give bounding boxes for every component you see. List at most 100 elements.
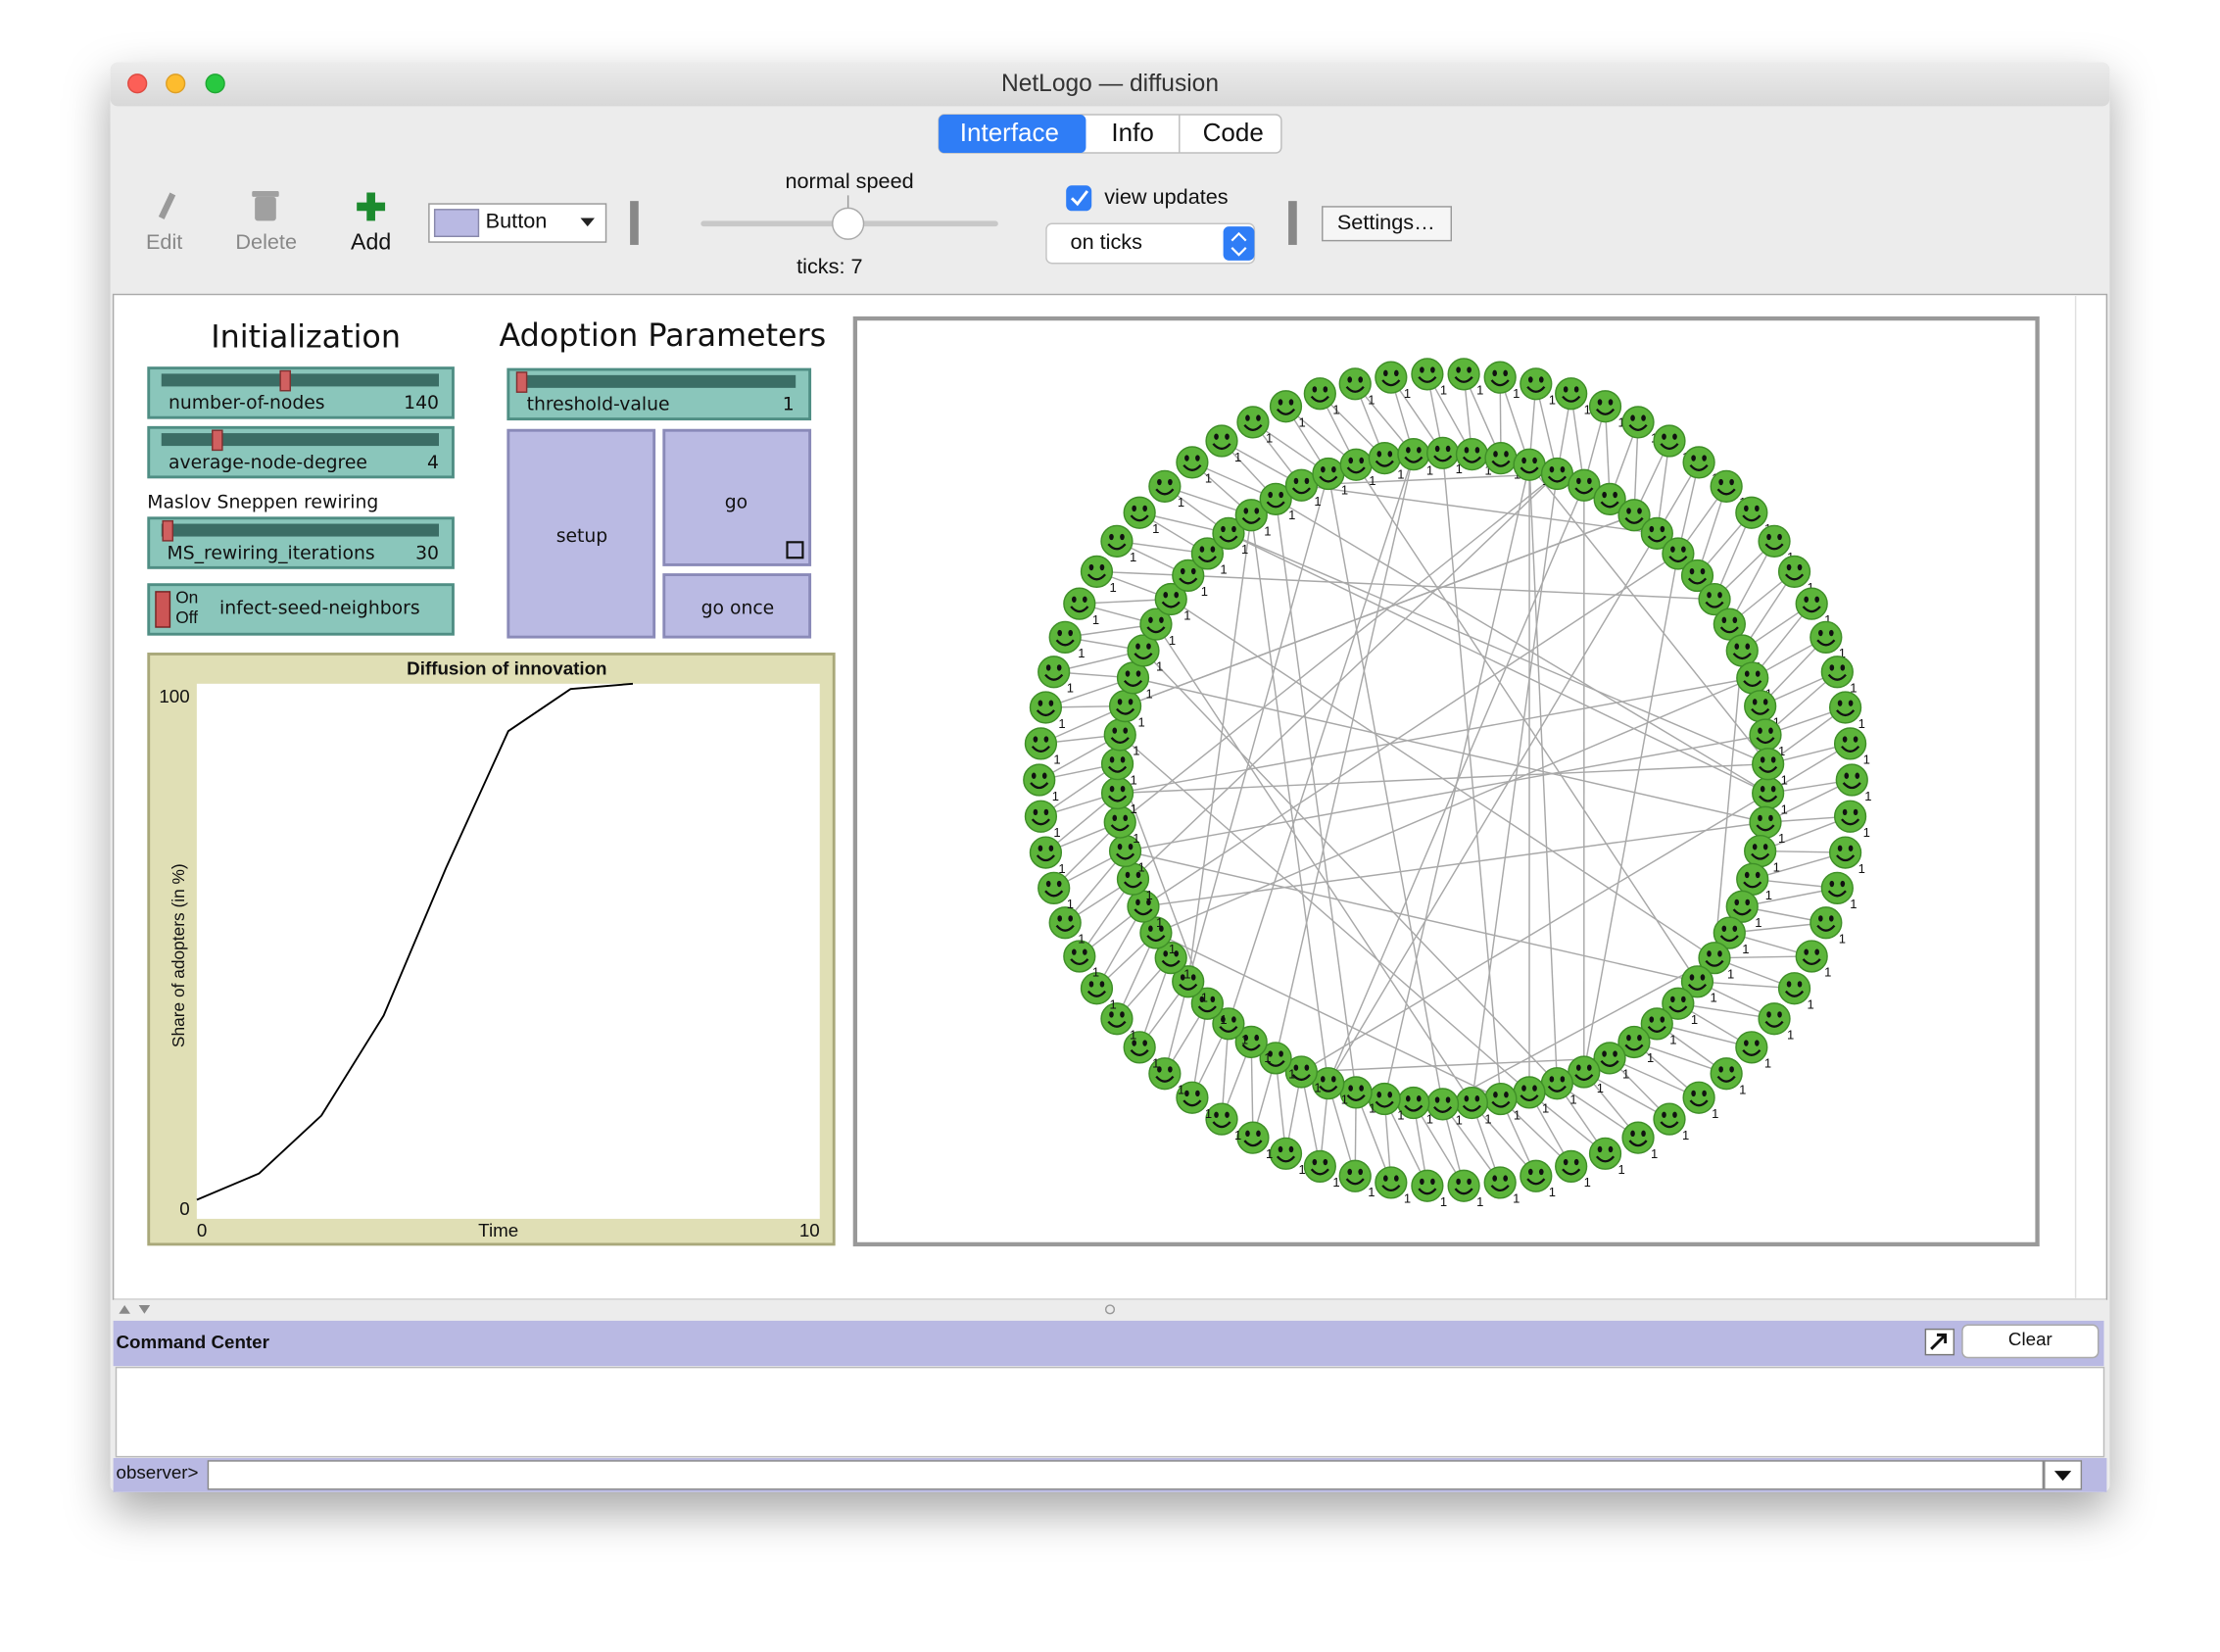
splitter-grip (1104, 1304, 1116, 1315)
turtle (1620, 1121, 1656, 1155)
slider[interactable]: threshold-value 1 (507, 367, 812, 421)
speed-knob[interactable] (832, 207, 865, 240)
go-once-button[interactable] (662, 573, 812, 639)
turtle (1751, 776, 1785, 810)
turtle (1735, 862, 1769, 897)
turtle-label: 1 (1341, 1092, 1348, 1106)
link (1275, 499, 1357, 1093)
link (1355, 463, 1699, 983)
turtle (1743, 689, 1777, 723)
plot-area (196, 683, 820, 1219)
separator (630, 201, 639, 245)
turtle (1029, 836, 1063, 870)
turtle (1757, 1001, 1792, 1036)
turtle-label: 1 (1234, 450, 1241, 464)
turtle-label: 1 (1220, 1012, 1227, 1027)
turtle (1734, 496, 1768, 530)
turtle-label: 1 (1183, 607, 1190, 622)
turtle-label: 1 (1298, 415, 1305, 430)
turtle (1303, 1149, 1337, 1184)
view-updates-checkbox[interactable] (1066, 185, 1092, 212)
tab[interactable]: Code (1203, 118, 1264, 147)
turtle-label: 1 (1669, 1033, 1676, 1047)
turtle (1588, 1137, 1622, 1171)
settings-button[interactable] (1322, 206, 1453, 242)
minimize-button[interactable] (166, 73, 186, 94)
turtle-label: 1 (1712, 1106, 1718, 1121)
turtle-label: 1 (1201, 584, 1208, 599)
turtle-label: 1 (1691, 1012, 1698, 1027)
stepper-arrows (1231, 231, 1247, 257)
add-button[interactable]: Add (351, 229, 391, 255)
link (1228, 454, 1415, 1025)
splitter[interactable] (113, 1299, 2107, 1320)
turtle (1748, 717, 1783, 753)
delete-button[interactable]: Delete (235, 229, 297, 254)
slider[interactable]: MS_rewiring_iterations 30 (147, 516, 455, 569)
link (1117, 677, 1753, 795)
slider-handle[interactable] (162, 519, 174, 542)
link (1119, 472, 1558, 823)
link (1713, 650, 1743, 958)
turtle-label: 1 (1178, 1083, 1184, 1097)
turtle-label: 1 (1053, 753, 1060, 767)
link (1301, 484, 1658, 535)
turtle-label: 1 (1476, 383, 1483, 398)
turtle (1513, 448, 1547, 482)
tab-active[interactable] (939, 115, 1086, 154)
zoom-button[interactable] (205, 73, 225, 94)
link (1442, 957, 1715, 1105)
close-button[interactable] (127, 73, 148, 94)
tab[interactable]: Info (1111, 118, 1153, 147)
turtle (1710, 469, 1744, 504)
turtle-label: 1 (1773, 859, 1780, 874)
history-arrow (2053, 1471, 2072, 1482)
turtle-label: 1 (1824, 612, 1831, 627)
turtle-label: 1 (1742, 942, 1749, 956)
turtle (1519, 1159, 1553, 1193)
slider-handle[interactable] (212, 429, 223, 452)
switch[interactable]: On Off infect-seed-neighbors (147, 583, 455, 636)
turtle-label: 1 (1727, 966, 1734, 981)
turtle (1175, 445, 1209, 479)
link (1471, 473, 1559, 1103)
turtle (1554, 1149, 1588, 1184)
turtle-label: 1 (1476, 1194, 1483, 1209)
clear-button[interactable] (1961, 1324, 2099, 1359)
switch-toggle[interactable] (155, 591, 171, 628)
turtle (1338, 1159, 1373, 1193)
turtle-label: 1 (1058, 861, 1065, 876)
splitter-arrows (119, 1305, 151, 1314)
turtle-label: 1 (1131, 772, 1137, 787)
turtle (1588, 389, 1622, 423)
turtle-label: 1 (1682, 1128, 1689, 1142)
slider[interactable]: number-of-nodes 140 (147, 366, 455, 419)
setup-button[interactable] (507, 428, 656, 639)
turtle (1099, 1001, 1134, 1036)
delete-icon (255, 196, 276, 221)
command-input[interactable] (207, 1460, 2045, 1490)
slider-handle[interactable] (279, 369, 291, 392)
go-button[interactable] (662, 428, 812, 566)
turtle-label: 1 (1314, 494, 1321, 509)
turtle-label: 1 (1205, 471, 1212, 486)
update-mode: on ticks (1071, 229, 1143, 254)
turtle-label: 1 (1863, 753, 1870, 767)
clear-label: Clear (2008, 1329, 2052, 1349)
slider[interactable]: average-node-degree 4 (147, 425, 455, 479)
link (1125, 514, 1635, 707)
turtle (1410, 357, 1444, 391)
turtle (1024, 726, 1058, 760)
turtle (1269, 389, 1303, 423)
slider-handle[interactable] (515, 371, 528, 393)
edit-button[interactable]: Edit (146, 229, 182, 254)
turtle-label: 1 (1152, 1056, 1159, 1071)
link (1187, 574, 1715, 601)
link (1228, 532, 1768, 765)
turtle-label: 1 (1618, 415, 1625, 430)
select-stepper (1223, 226, 1255, 261)
tab[interactable]: Interface (960, 118, 1059, 147)
slider-track (516, 374, 796, 388)
link (1441, 453, 1502, 1099)
turtle (1048, 905, 1083, 940)
